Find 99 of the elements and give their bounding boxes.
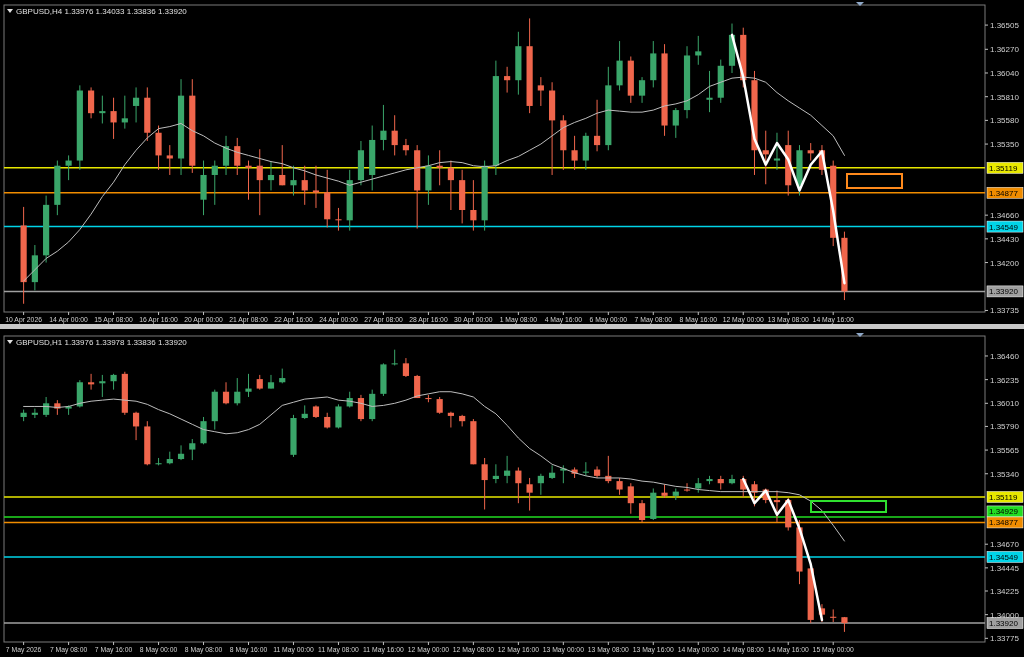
candlestick [627,482,634,515]
candlestick [706,70,713,113]
candlestick [526,477,533,512]
candlestick [537,76,544,107]
candlestick [65,154,72,181]
candlestick [245,373,252,398]
candlestick [459,414,466,427]
candlestick [504,455,511,484]
y-tick-label: 1.34200 [990,258,1020,268]
y-tick-label: 1.35565 [990,446,1020,456]
y-tick-label: 1.34670 [990,540,1020,550]
y-tick-label: 1.35580 [990,116,1020,126]
ref-line-label: 1.33920 [989,287,1019,297]
chart-title: GBPUSD,H1 1.33976 1.33978 1.33836 1.33920 [16,338,188,347]
y-tick-label: 1.34445 [990,563,1020,573]
candlestick [132,411,140,441]
y-tick-label: 1.33735 [990,306,1020,316]
candlestick [279,144,286,186]
line-series [23,76,845,282]
y-tick-label: 1.36270 [990,45,1020,55]
candlestick [537,473,544,496]
candlestick [571,135,578,171]
candlestick [99,95,106,124]
y-tick-label: 1.35350 [990,140,1020,150]
candlestick [402,138,410,156]
y-tick-label: 1.35810 [990,92,1020,102]
ref-line-label: 1.35119 [989,492,1018,502]
candlestick [481,457,488,511]
y-tick-label: 1.36505 [990,21,1020,31]
y-tick-label: 1.35790 [990,422,1020,432]
candlestick [31,408,38,419]
candlestick [447,411,454,428]
ref-line-label: 1.34877 [989,518,1019,528]
candlestick [222,381,230,405]
candlestick [200,416,207,445]
candlestick [110,97,117,140]
candlestick [234,137,241,176]
candlestick [380,104,387,151]
candlestick [256,148,263,216]
ref-line-label: 1.34549 [989,552,1019,562]
candlestick [638,499,646,523]
candlestick [695,35,702,66]
candlestick [402,357,410,378]
candlestick [773,132,781,171]
candlestick [177,444,185,461]
ref-line-label: 1.33920 [989,619,1019,629]
candlestick [515,466,522,504]
candlestick [492,463,499,484]
ref-line-label: 1.34549 [989,222,1019,232]
line-series [742,477,824,622]
y-tick-label: 1.33775 [990,634,1020,644]
candlestick [312,165,320,209]
candlestick [43,396,50,418]
ref-line-label: 1.34877 [989,188,1019,198]
candlestick [335,403,342,430]
candlestick [593,99,601,152]
y-tick-label: 1.36040 [990,68,1020,78]
candlestick [751,480,758,507]
candlestick [335,207,342,232]
candlestick [301,165,308,206]
ref-line-label: 1.35119 [989,163,1018,173]
candlestick [728,474,736,485]
candlestick [470,179,477,232]
candlestick [234,377,241,406]
y-tick-label: 1.36235 [990,375,1020,385]
candlestick [267,161,275,191]
y-tick-label: 1.36460 [990,351,1020,361]
candlestick [99,374,106,398]
candlestick [222,135,230,176]
candlestick [121,95,128,130]
candlestick [436,149,443,186]
y-tick-label: 1.34430 [990,234,1020,244]
line-series [730,33,846,285]
y-tick-label: 1.36010 [990,399,1020,409]
candlestick [504,66,511,94]
candlestick [773,490,781,523]
candlestick [88,373,95,391]
candlestick [88,86,95,119]
candlestick [638,76,646,104]
candlestick [549,464,556,480]
y-tick-label: 1.34225 [990,587,1020,596]
candlestick [132,86,140,123]
candlestick [155,125,162,171]
candlestick [267,374,275,390]
chart-title: GBPUSD,H4 1.33976 1.34033 1.33836 1.33920 [16,7,188,16]
candlestick [290,165,297,197]
candlestick [189,438,196,461]
candlestick [762,130,769,185]
candlestick [391,114,398,156]
candlestick [166,144,173,176]
line-series [23,391,845,542]
candlestick [447,160,454,211]
candlestick [672,107,679,139]
candlestick [357,394,365,422]
y-tick-label: 1.34660 [990,211,1020,221]
candlestick [245,160,252,201]
ref-line-label: 1.34929 [989,507,1019,517]
candlestick [211,160,218,206]
y-tick-label: 1.35340 [990,469,1020,479]
